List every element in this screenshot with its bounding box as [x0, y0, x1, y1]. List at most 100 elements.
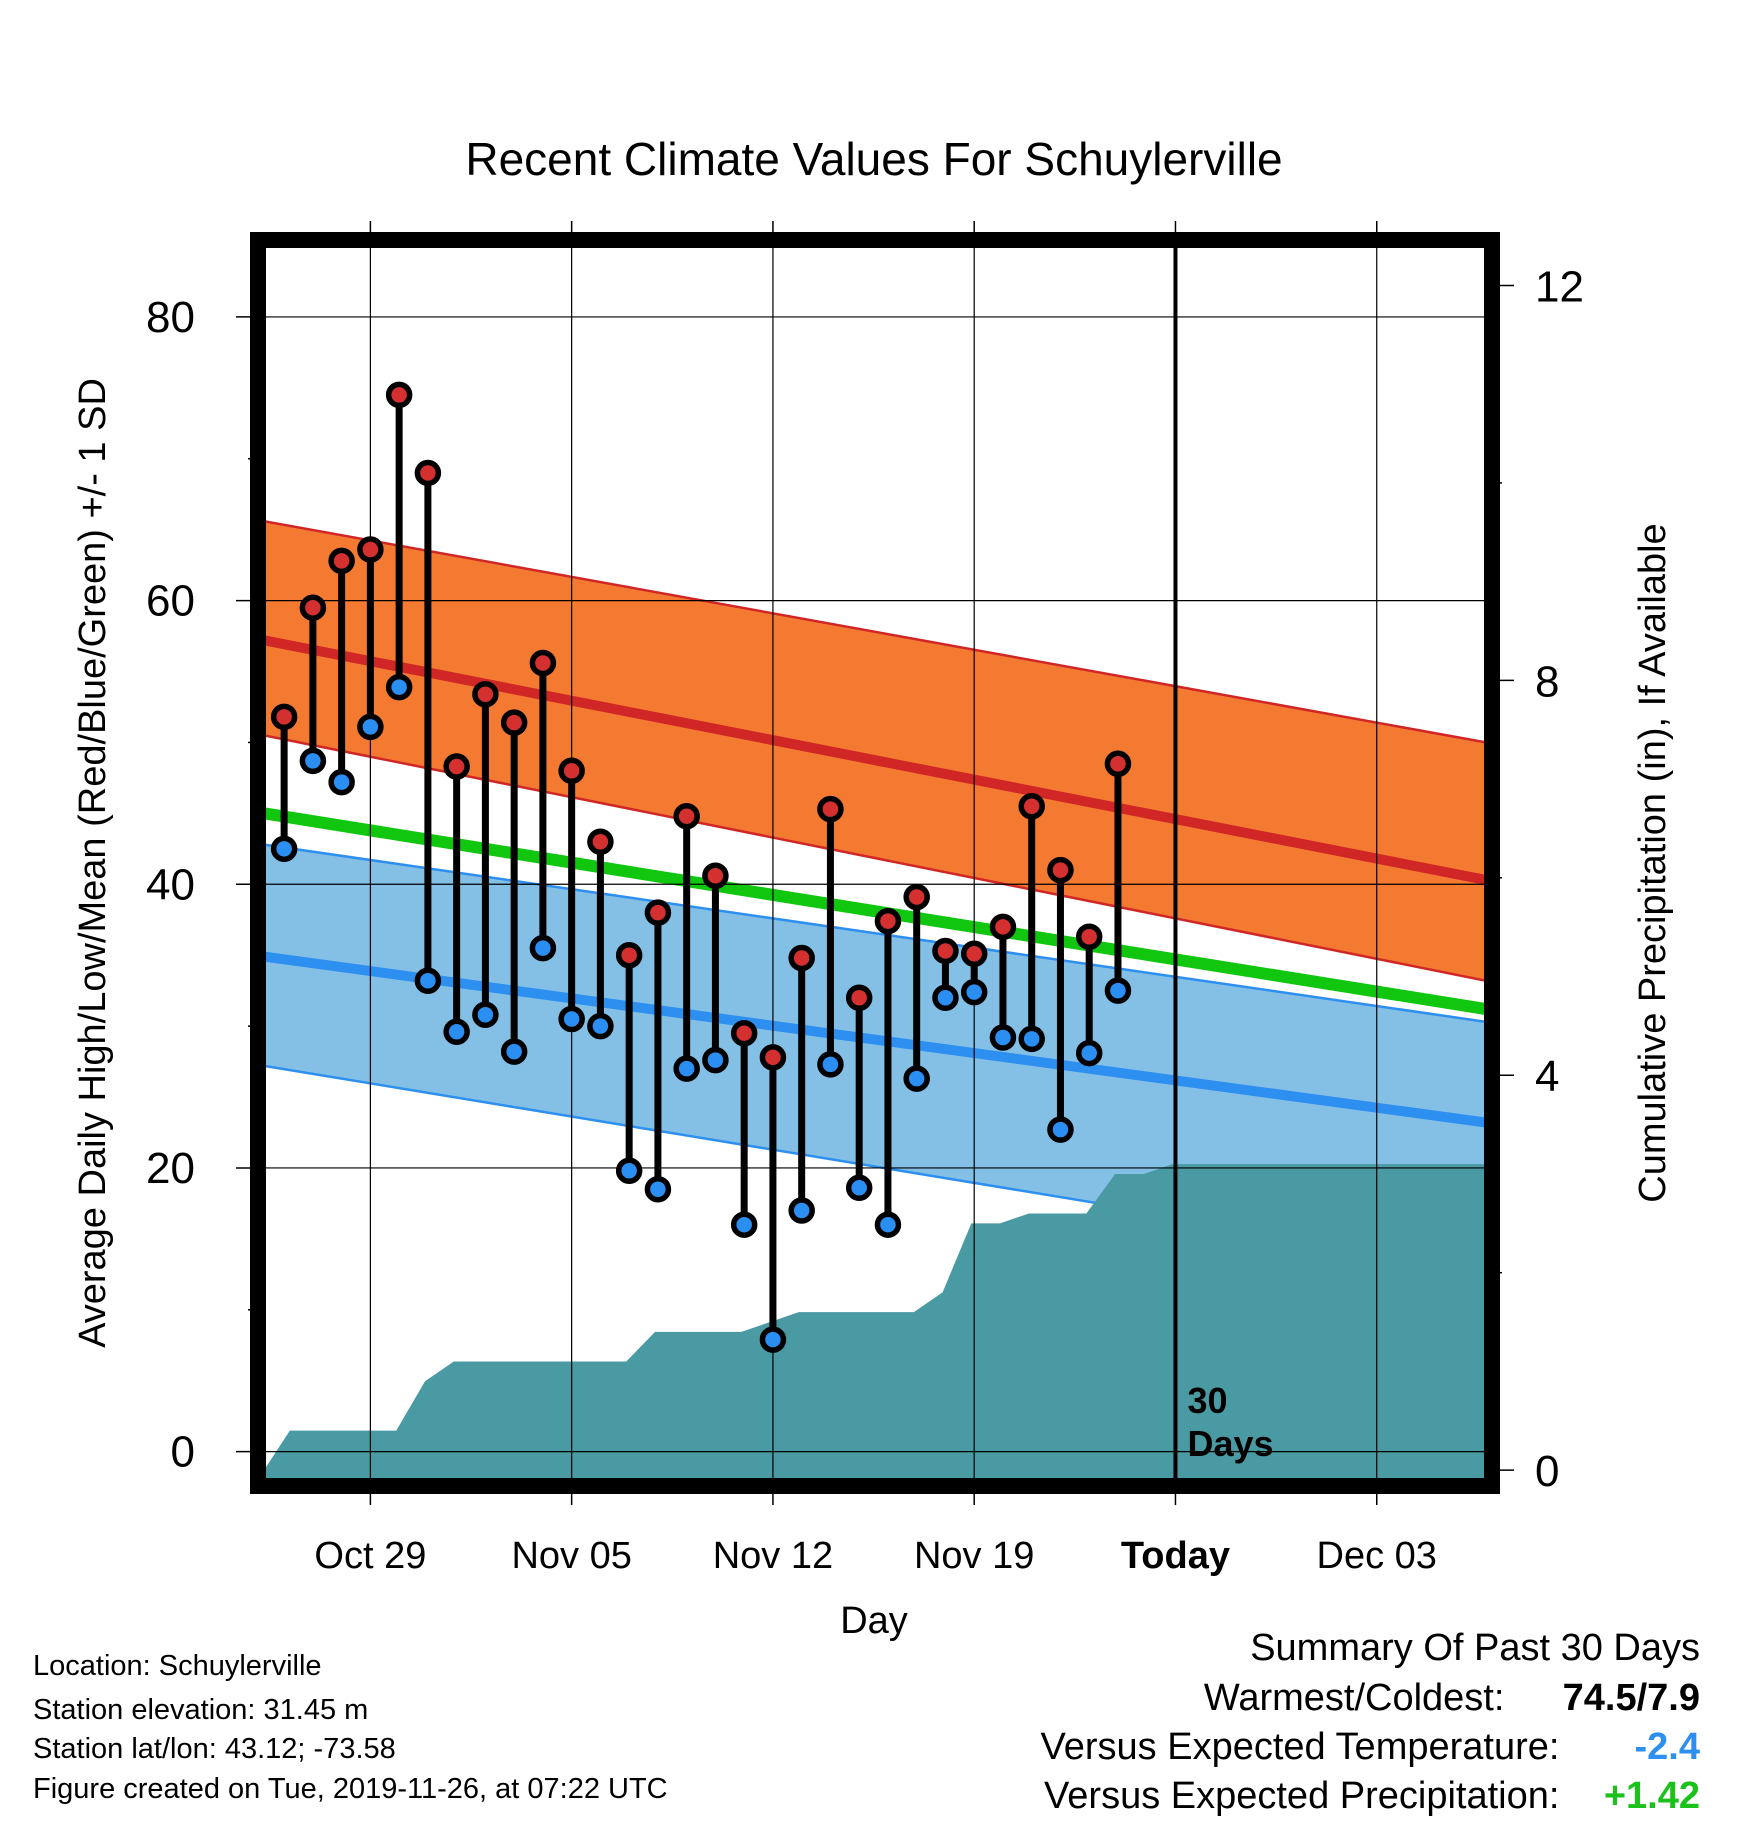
y-tick-label: 0 — [171, 1428, 195, 1477]
x-tick-label: Oct 29 — [314, 1535, 426, 1577]
y2-axis-label: Cumulative Precipitation (in), If Availa… — [1632, 523, 1674, 1202]
daily-high-marker — [817, 795, 844, 823]
low-normal-line — [264, 951, 1486, 1128]
x-tick-label: Dec 03 — [1317, 1535, 1437, 1577]
daily-low-marker — [558, 1005, 585, 1033]
y2-tick-label: 4 — [1535, 1052, 1559, 1101]
summary-precip-row: Versus Expected Precipitation: +1.42 — [1044, 1775, 1700, 1818]
daily-low-marker — [644, 1175, 672, 1203]
mean-normal-line — [264, 807, 1486, 1016]
daily-high-marker — [874, 907, 902, 935]
daily-high-marker — [702, 862, 729, 890]
today-annotation-line2: Days — [1187, 1423, 1273, 1464]
daily-low-marker — [903, 1065, 930, 1092]
station-elevation-label: Station elevation: 31.45 m — [33, 1694, 369, 1726]
daily-high-marker — [903, 883, 930, 911]
daily-high-marker — [472, 680, 499, 708]
daily-low-marker — [960, 978, 988, 1006]
daily-low-marker — [500, 1038, 528, 1065]
high-normal-band — [264, 521, 1486, 981]
y2-tick-label: 12 — [1535, 262, 1584, 311]
daily-high-marker — [1018, 793, 1045, 820]
daily-high-marker — [932, 937, 959, 965]
y-tick-label: 60 — [146, 577, 195, 626]
daily-high-marker — [558, 757, 585, 785]
daily-low-marker — [529, 934, 557, 962]
daily-high-marker — [788, 944, 815, 972]
summary-temp-label: Versus Expected Temperature: — [1040, 1726, 1560, 1768]
daily-high-marker — [270, 703, 298, 731]
daily-high-marker — [1075, 923, 1103, 951]
summary-precip-label: Versus Expected Precipitation: — [1044, 1775, 1560, 1817]
daily-low-marker — [1075, 1039, 1103, 1067]
daily-low-marker — [702, 1046, 729, 1074]
daily-high-marker — [299, 594, 327, 621]
daily-low-marker — [989, 1024, 1017, 1051]
daily-high-marker — [529, 649, 557, 677]
daily-high-marker — [443, 753, 470, 780]
summary-title: Summary Of Past 30 Days — [1250, 1627, 1700, 1669]
high-normal-line — [264, 635, 1486, 885]
daily-high-marker — [1047, 856, 1074, 884]
y2-tick-label: 8 — [1535, 657, 1559, 706]
x-tick-label: Nov 05 — [511, 1535, 631, 1577]
daily-low-marker — [472, 1001, 499, 1029]
low-upper-edge — [264, 843, 1486, 1024]
summary-temp-row: Versus Expected Temperature: -2.4 — [1041, 1726, 1700, 1769]
x-axis-label: Day — [840, 1600, 908, 1642]
daily-high-marker — [644, 899, 672, 926]
daily-high-marker — [587, 828, 614, 855]
daily-low-marker — [587, 1012, 614, 1040]
daily-low-marker — [874, 1211, 902, 1238]
daily-low-marker — [328, 768, 355, 796]
daily-high-marker — [1104, 750, 1132, 777]
today-annotation-line1: 30 — [1187, 1380, 1227, 1421]
y-tick-label: 80 — [146, 293, 195, 342]
daily-high-marker — [845, 984, 873, 1011]
cumulative-precip-area — [264, 1164, 1486, 1480]
daily-low-marker — [1104, 977, 1132, 1004]
daily-high-marker — [673, 802, 700, 830]
daily-low-marker — [673, 1055, 700, 1082]
daily-low-marker — [270, 835, 298, 863]
daily-low-marker — [759, 1326, 787, 1353]
plot-area — [264, 246, 1486, 1480]
figure-created-label: Figure created on Tue, 2019-11-26, at 07… — [33, 1773, 668, 1805]
daily-low-marker — [817, 1051, 844, 1078]
daily-low-marker — [788, 1197, 815, 1224]
daily-low-marker — [730, 1211, 758, 1238]
daily-low-marker — [1018, 1025, 1045, 1053]
high-upper-edge — [264, 519, 1486, 744]
x-tick-label: Nov 12 — [713, 1535, 833, 1577]
daily-high-marker — [328, 547, 355, 575]
y2-tick-label: 0 — [1535, 1447, 1559, 1496]
daily-low-marker — [443, 1018, 470, 1046]
high-lower-edge — [264, 734, 1486, 982]
daily-low-marker — [1047, 1116, 1074, 1143]
daily-low-marker — [615, 1157, 643, 1185]
summary-warmest-label: Warmest/Coldest: — [1203, 1677, 1505, 1719]
summary-precip-value: +1.42 — [1603, 1775, 1700, 1817]
daily-high-marker — [759, 1044, 787, 1071]
summary-warmest-row: Warmest/Coldest: 74.5/7.9 — [1204, 1677, 1700, 1720]
daily-high-marker — [960, 940, 988, 968]
daily-high-marker — [385, 381, 413, 409]
chart-title: Recent Climate Values For Schuylerville — [465, 133, 1282, 185]
daily-low-marker — [357, 713, 384, 741]
station-latlon-label: Station lat/lon: 43.12; -73.58 — [33, 1733, 396, 1765]
x-tick-label: Nov 19 — [914, 1535, 1034, 1577]
daily-high-marker — [615, 941, 643, 969]
plot-frame — [250, 232, 1500, 1494]
y-tick-label: 20 — [146, 1144, 195, 1193]
daily-low-marker — [299, 747, 327, 775]
summary-temp-value: -2.4 — [1634, 1726, 1700, 1768]
daily-low-marker — [845, 1174, 873, 1202]
daily-low-marker — [385, 673, 413, 701]
daily-high-marker — [989, 913, 1017, 941]
daily-high-marker — [500, 709, 528, 736]
summary-warmest-value: 74.5/7.9 — [1562, 1677, 1700, 1719]
daily-high-marker — [357, 536, 384, 563]
daily-low-marker — [932, 984, 959, 1011]
location-label: Location: Schuylerville — [33, 1650, 322, 1682]
